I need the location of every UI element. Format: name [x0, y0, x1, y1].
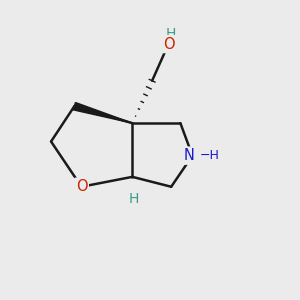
Polygon shape: [73, 103, 132, 123]
Text: O: O: [76, 179, 87, 194]
Text: H: H: [166, 27, 176, 41]
Text: N: N: [183, 148, 194, 163]
Text: H: H: [129, 192, 139, 206]
Text: −H: −H: [200, 148, 220, 162]
Text: O: O: [163, 37, 175, 52]
